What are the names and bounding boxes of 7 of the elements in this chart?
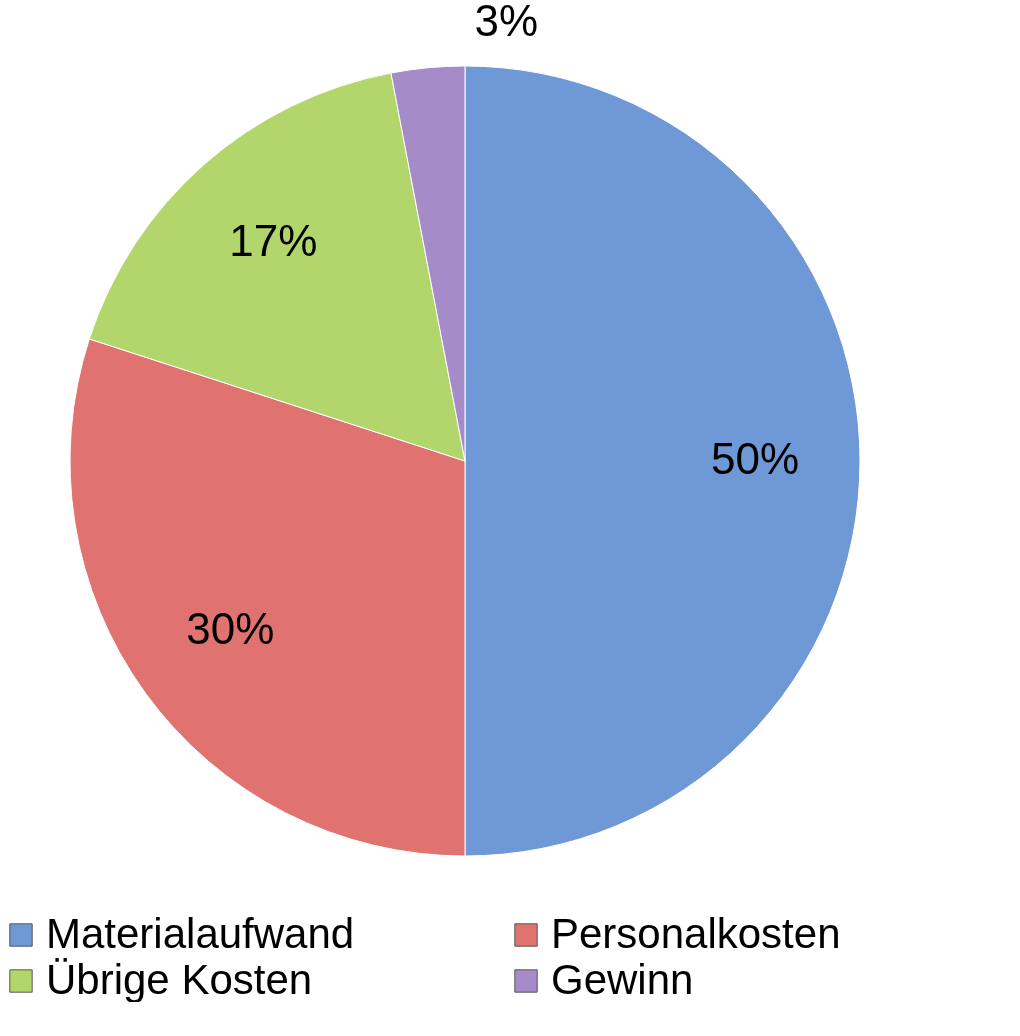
data-label: 17% <box>229 216 318 266</box>
data-label: 30% <box>186 604 275 654</box>
legend-label: Materialaufwand <box>46 910 355 957</box>
legend-label: Gewinn <box>551 956 694 1003</box>
data-label: 3% <box>474 0 539 45</box>
data-label: 50% <box>710 434 800 483</box>
legend-label: Personalkosten <box>551 910 841 957</box>
